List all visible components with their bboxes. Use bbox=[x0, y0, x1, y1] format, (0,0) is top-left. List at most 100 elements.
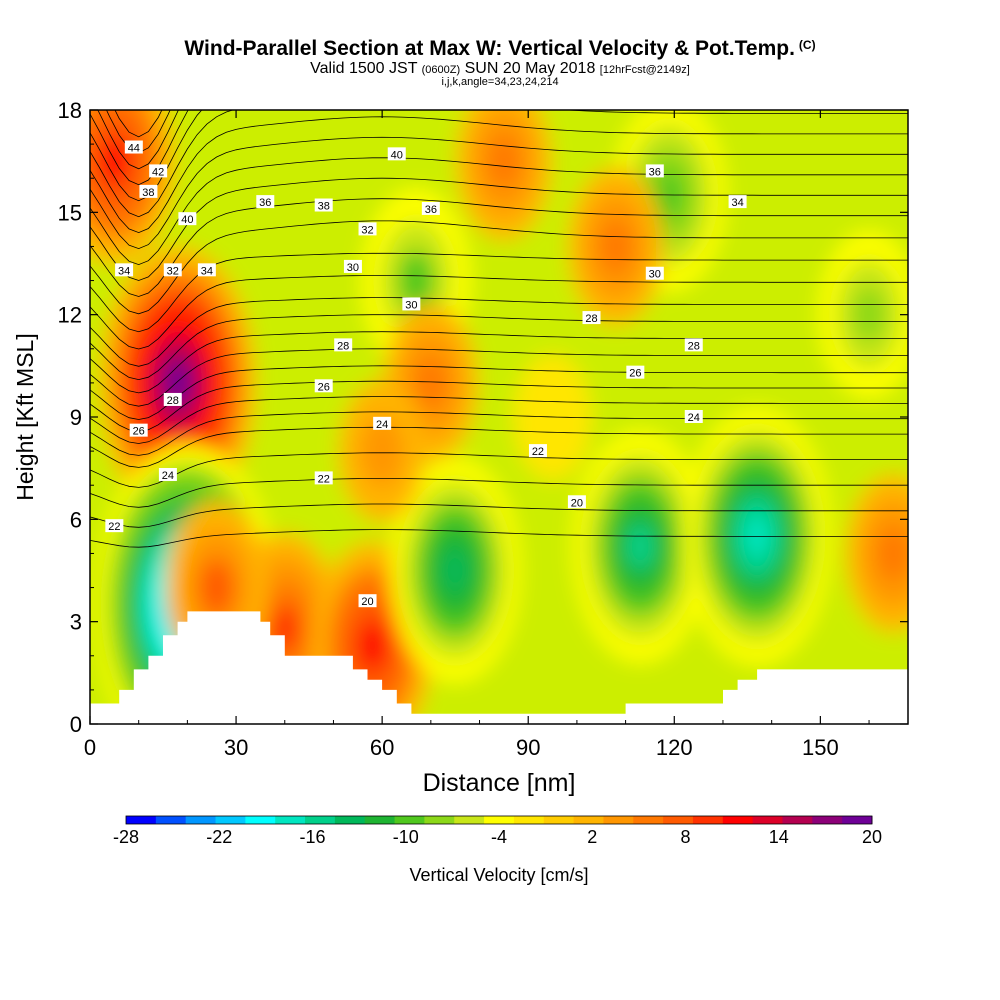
contour-label: 24 bbox=[373, 416, 392, 431]
chart-subtitle: Valid 1500 JST (0600Z) SUN 20 May 2018 [… bbox=[310, 60, 690, 77]
theta-contour bbox=[90, 396, 908, 444]
contour-label-text: 28 bbox=[585, 313, 597, 325]
contour-label: 22 bbox=[528, 444, 547, 458]
contour-label: 28 bbox=[334, 338, 353, 352]
contour-label-text: 20 bbox=[361, 596, 373, 608]
theta-contour bbox=[90, 177, 908, 281]
contour-label-text: 24 bbox=[162, 470, 174, 482]
theta-contour bbox=[90, 314, 908, 381]
theta-contour bbox=[90, 136, 908, 250]
contour-label-text: 26 bbox=[629, 368, 641, 380]
contour-label-text: 26 bbox=[133, 426, 145, 438]
theta-contour bbox=[90, 348, 908, 407]
copyright-mark: (C) bbox=[798, 38, 816, 52]
velocity-cell bbox=[852, 286, 886, 343]
colorbar-swatch bbox=[424, 816, 455, 824]
contour-label-text: 34 bbox=[118, 265, 130, 277]
colorbar-swatch bbox=[722, 816, 754, 824]
contour-label-text: 40 bbox=[181, 214, 193, 226]
colorbar-tick-label: -22 bbox=[206, 827, 232, 847]
velocity-cell bbox=[99, 135, 130, 188]
colorbar-swatch bbox=[275, 816, 306, 824]
x-tick-label: 90 bbox=[516, 735, 540, 760]
contour-label-text: 36 bbox=[259, 197, 271, 209]
x-tick-label: 150 bbox=[802, 735, 839, 760]
colorbar-frame bbox=[125, 815, 873, 825]
colorbar-swatch bbox=[633, 816, 664, 824]
theta-contour bbox=[90, 452, 908, 488]
colorbar: -28 -22 -16 -10 -4 2 8 14 20 bbox=[113, 815, 882, 847]
contour-label: 26 bbox=[129, 423, 148, 438]
y-axis-label: Height [Kft MSL] bbox=[12, 333, 38, 500]
contour-label: 28 bbox=[684, 338, 703, 352]
contour-label: 22 bbox=[105, 519, 124, 533]
y-tick-label: 9 bbox=[70, 405, 82, 430]
contour-label-text: 22 bbox=[108, 521, 120, 533]
colorbar-tick-label: 14 bbox=[769, 827, 789, 847]
contour-label: 38 bbox=[314, 198, 333, 213]
colorbar-tick-label: 20 bbox=[862, 827, 882, 847]
contour-label: 26 bbox=[314, 379, 333, 393]
colorbar-tick-label: -4 bbox=[491, 827, 507, 847]
chart-title: Wind-Parallel Section at Max W: Vertical… bbox=[184, 37, 816, 60]
colorbar-swatch bbox=[782, 816, 813, 824]
contour-label: 40 bbox=[178, 212, 197, 226]
contour-label-text: 20 bbox=[571, 497, 583, 509]
colorbar-swatch bbox=[305, 816, 336, 824]
colorbar-swatch bbox=[364, 816, 396, 824]
colorbar-tick-label: 8 bbox=[680, 827, 690, 847]
y-tick-label: 0 bbox=[70, 712, 82, 737]
x-axis-ticks: 0 30 60 90 120 150 bbox=[84, 110, 870, 760]
contour-label: 30 bbox=[402, 297, 421, 311]
theta-contour bbox=[90, 274, 908, 350]
contour-label-text: 38 bbox=[142, 187, 154, 199]
x-axis-label: Distance [nm] bbox=[423, 769, 576, 797]
theta-contour bbox=[90, 426, 908, 468]
contour-label-text: 38 bbox=[318, 201, 330, 213]
contour-label-text: 30 bbox=[405, 299, 417, 311]
contour-label-text: 28 bbox=[167, 395, 179, 407]
terrain-mask bbox=[90, 611, 908, 724]
colorbar-swatch bbox=[185, 816, 217, 824]
colorbar-swatch bbox=[334, 816, 366, 824]
contour-label-text: 30 bbox=[347, 262, 359, 274]
contour-label-text: 36 bbox=[649, 166, 661, 178]
contour-label: 20 bbox=[358, 594, 377, 608]
contour-label-text: 44 bbox=[128, 143, 140, 155]
velocity-cell bbox=[626, 523, 654, 570]
contour-label-text: 32 bbox=[167, 265, 179, 277]
contour-label: 28 bbox=[582, 311, 601, 325]
colorbar-tick-label: -28 bbox=[113, 827, 139, 847]
contour-label-text: 32 bbox=[361, 224, 373, 236]
colorbar-swatch bbox=[692, 816, 724, 824]
velocity-cell bbox=[488, 134, 520, 188]
theta-contour bbox=[90, 411, 908, 456]
theta-contour bbox=[90, 478, 908, 508]
contour-label: 30 bbox=[343, 259, 362, 274]
theta-contour bbox=[90, 503, 908, 528]
colorbar-tick-label: 2 bbox=[587, 827, 597, 847]
theta-contour bbox=[90, 157, 908, 266]
contour-label: 40 bbox=[387, 147, 406, 161]
contour-label-text: 40 bbox=[391, 149, 403, 161]
contour-label: 36 bbox=[645, 164, 664, 178]
contour-label-text: 24 bbox=[688, 412, 700, 424]
theta-contour bbox=[90, 380, 908, 432]
y-tick-label: 3 bbox=[70, 610, 82, 635]
contour-label: 36 bbox=[421, 201, 440, 216]
colorbar-swatch bbox=[454, 816, 485, 824]
velocity-cell bbox=[415, 356, 447, 410]
colorbar-swatch bbox=[842, 816, 873, 824]
contour-label: 34 bbox=[728, 195, 747, 209]
contour-label-text: 26 bbox=[318, 381, 330, 393]
colorbar-swatch bbox=[484, 816, 515, 824]
y-tick-label: 18 bbox=[58, 98, 82, 123]
colorbar-swatch bbox=[155, 816, 187, 824]
colorbar-swatch bbox=[752, 816, 783, 824]
y-tick-label: 15 bbox=[58, 200, 82, 225]
theta-contour bbox=[90, 365, 908, 420]
contour-label-text: 22 bbox=[532, 446, 544, 458]
x-tick-label: 0 bbox=[84, 735, 96, 760]
